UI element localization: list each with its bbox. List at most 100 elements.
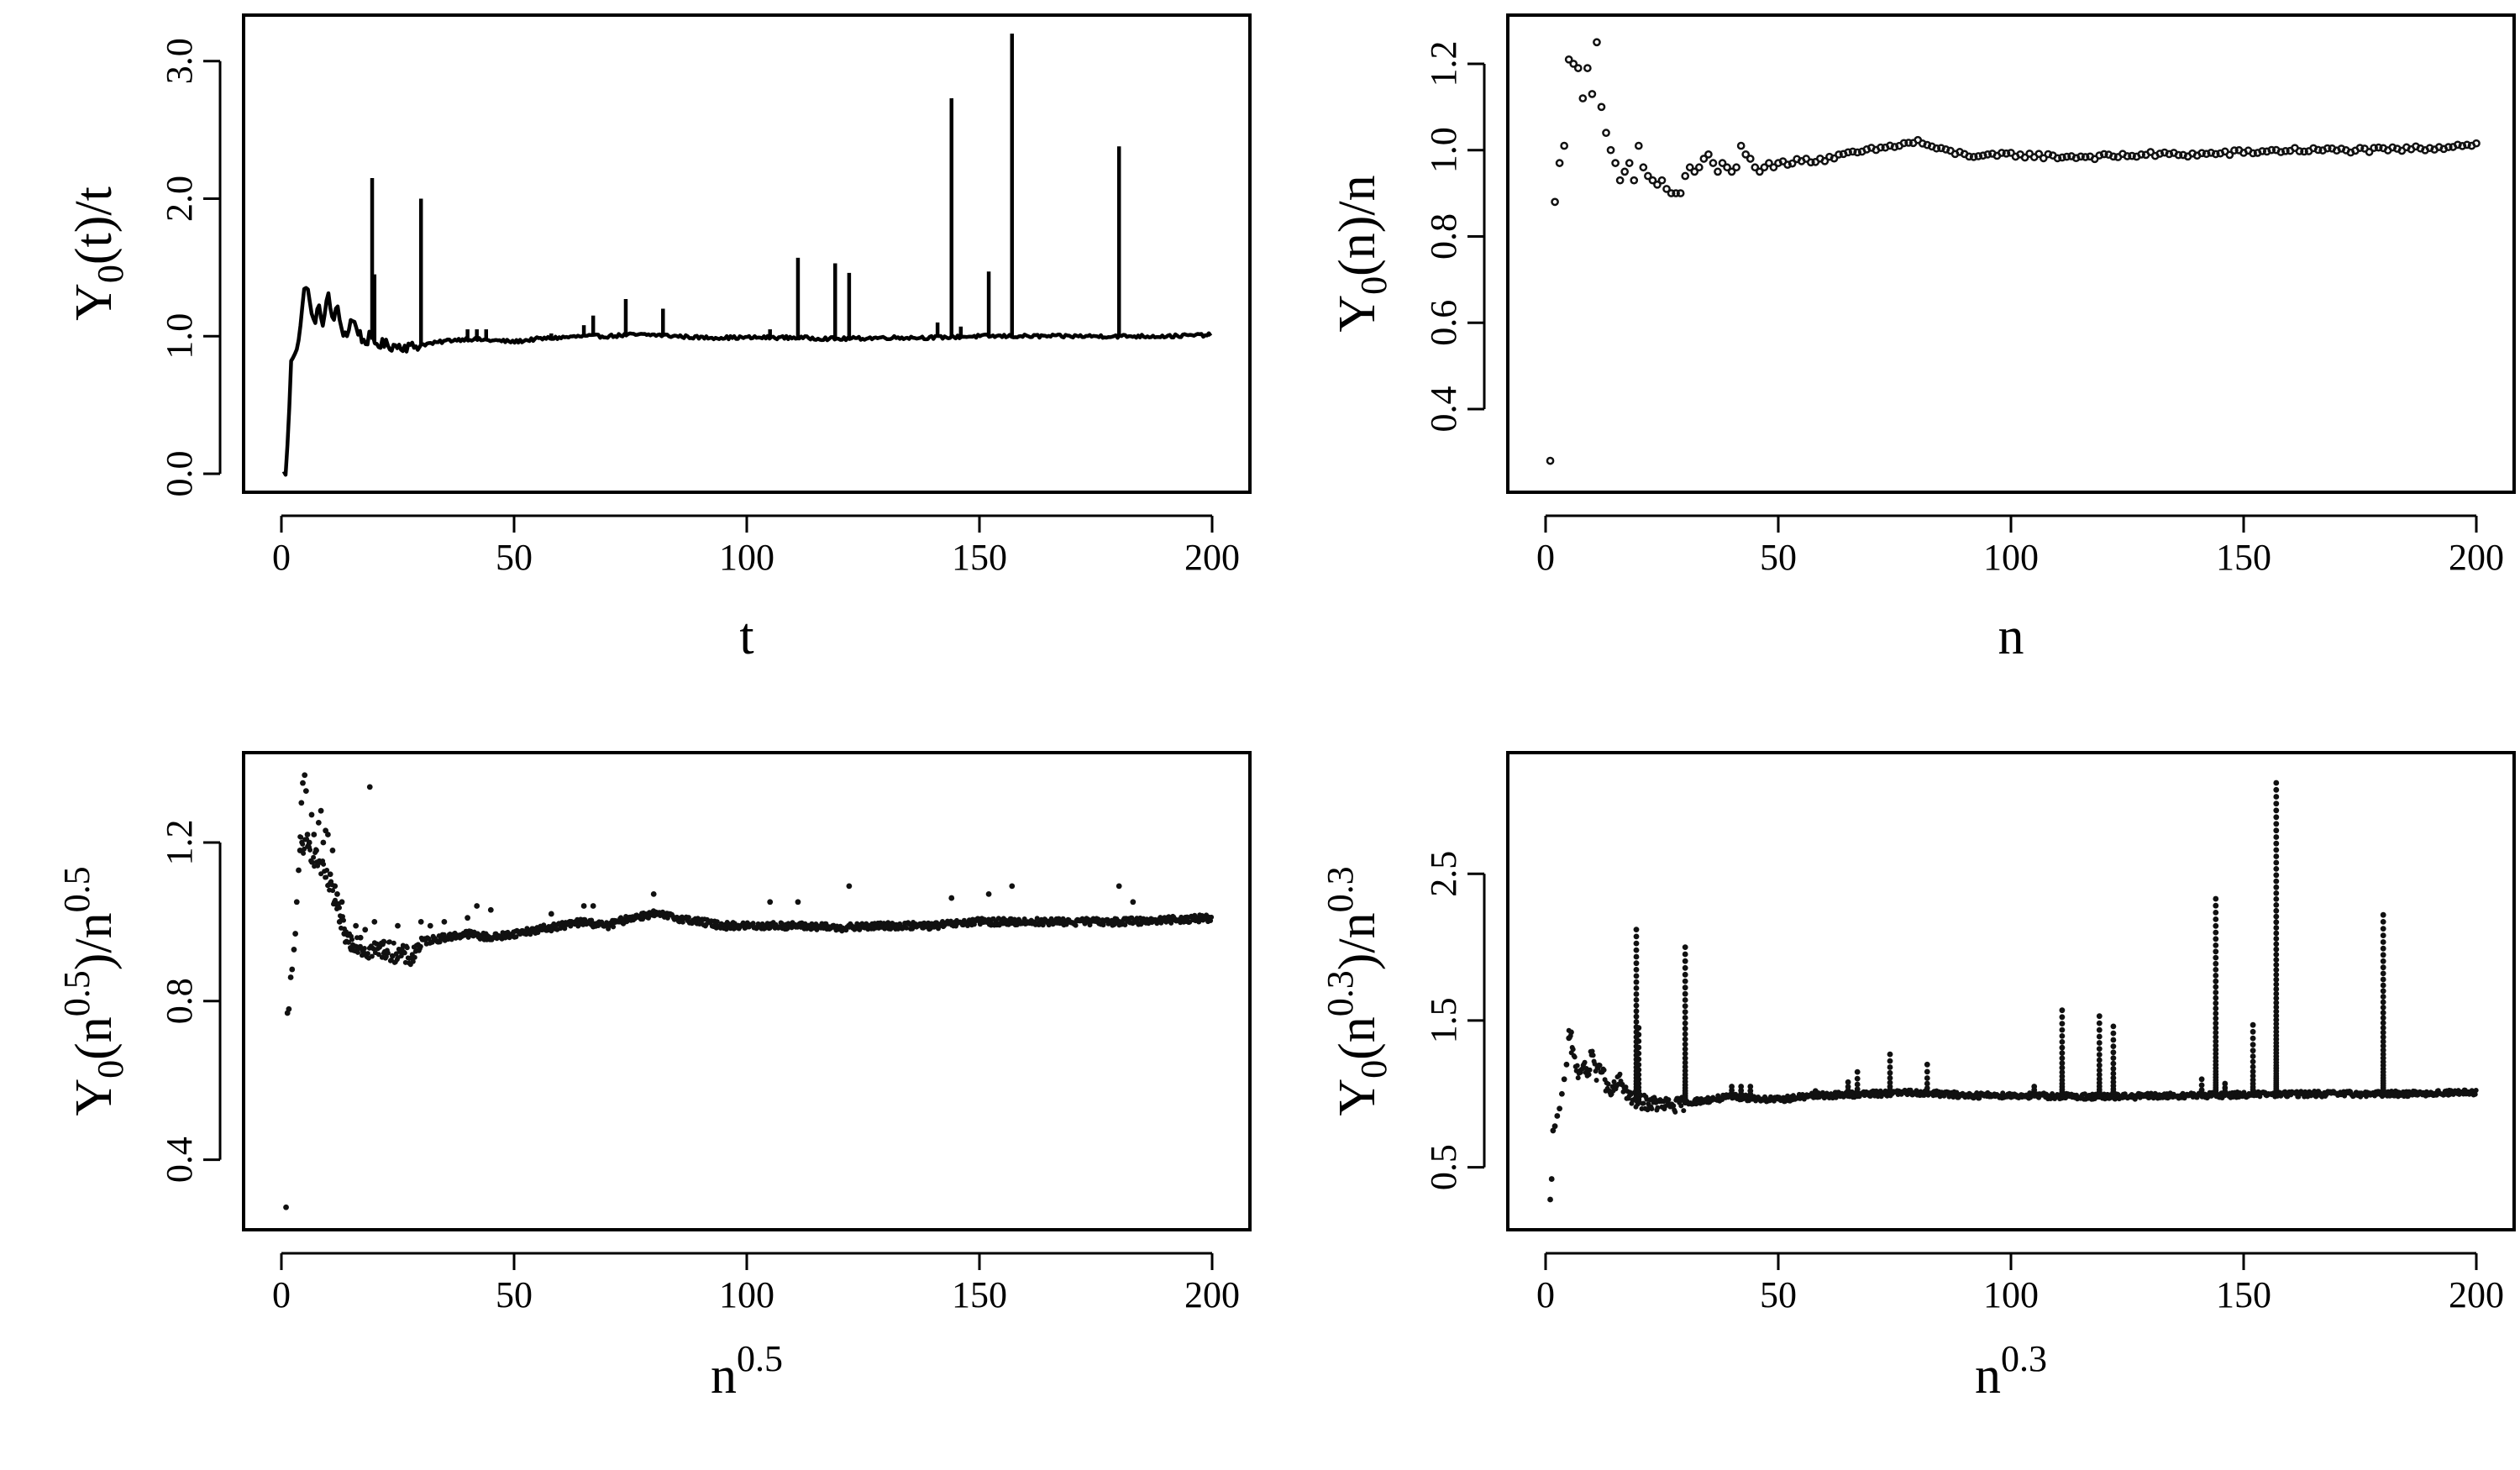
y-tick-label: 0.8 bbox=[1423, 213, 1464, 260]
data-point bbox=[354, 935, 360, 941]
x-tick-label: 50 bbox=[496, 1274, 533, 1315]
spike-point bbox=[1887, 1064, 1893, 1070]
data-point bbox=[2282, 1089, 2288, 1095]
spike-point bbox=[1682, 958, 1688, 964]
data-point bbox=[355, 949, 360, 955]
x-tick-label: 50 bbox=[1760, 1274, 1797, 1315]
spike-point bbox=[2380, 919, 2386, 925]
data-point bbox=[2472, 139, 2481, 148]
data-point bbox=[846, 883, 853, 890]
y-axis: 0.4 0.8 1.2 bbox=[159, 819, 222, 1183]
spike-point bbox=[1635, 1062, 1642, 1068]
data-point bbox=[1769, 163, 1778, 172]
data-point bbox=[1655, 1105, 1661, 1110]
spike-point bbox=[1633, 997, 1640, 1003]
panel-top-left: 0 50 100 150 200 0.0 1.0 2.0 3.0 t Y0(t)/t bbox=[66, 13, 1252, 665]
spike-point bbox=[1924, 1080, 1930, 1087]
spike-point bbox=[1635, 1038, 1642, 1044]
data-point bbox=[1630, 176, 1639, 185]
spike-point bbox=[1635, 1076, 1642, 1083]
data-point bbox=[1882, 1088, 1888, 1094]
data-point bbox=[1557, 1105, 1563, 1112]
data-point bbox=[361, 946, 367, 951]
data-point bbox=[1593, 1078, 1599, 1083]
spike-point bbox=[2273, 986, 2280, 992]
spike-point bbox=[2273, 1008, 2280, 1015]
spike-point bbox=[2213, 1005, 2219, 1011]
data-point bbox=[1649, 1106, 1655, 1111]
data-point bbox=[1685, 163, 1694, 172]
data-point bbox=[548, 911, 554, 917]
spike-point bbox=[1633, 973, 1640, 979]
data-point bbox=[321, 861, 327, 867]
data-point bbox=[313, 847, 319, 853]
data-point bbox=[289, 966, 296, 973]
data-point bbox=[2053, 154, 2062, 163]
spike-point bbox=[2273, 827, 2280, 834]
spike-point bbox=[2059, 1074, 2066, 1079]
data-point bbox=[365, 951, 370, 957]
spike-point bbox=[2110, 1023, 2117, 1030]
spike-point bbox=[2273, 976, 2280, 983]
y-tick-label: 0.4 bbox=[1423, 386, 1464, 432]
data-point bbox=[1932, 144, 1941, 153]
spike-point bbox=[2096, 1072, 2103, 1078]
x-tick-label: 100 bbox=[719, 1274, 774, 1315]
spike-point bbox=[1738, 1087, 1745, 1094]
data-point bbox=[1634, 141, 1643, 150]
spike-point bbox=[2198, 1082, 2205, 1089]
spike-point bbox=[2273, 936, 2280, 942]
spike-point bbox=[2273, 821, 2280, 827]
data-point bbox=[1653, 180, 1662, 189]
spike-point bbox=[2059, 1060, 2066, 1067]
data-point bbox=[1709, 159, 1718, 167]
data-point bbox=[2472, 1091, 2478, 1097]
spike-point bbox=[2380, 964, 2386, 971]
data-point bbox=[1676, 189, 1685, 197]
spike-point bbox=[1812, 1088, 1819, 1095]
data-point bbox=[948, 895, 955, 901]
data-point bbox=[910, 926, 916, 932]
spike-point bbox=[2110, 1030, 2117, 1037]
spike-point bbox=[2213, 1034, 2219, 1040]
data-point bbox=[1974, 152, 1983, 160]
spike-point bbox=[1682, 1041, 1688, 1047]
series-layer bbox=[281, 34, 1213, 477]
data-point bbox=[513, 934, 519, 940]
data-point bbox=[318, 807, 324, 814]
spike-point bbox=[1682, 1068, 1688, 1074]
data-point bbox=[298, 800, 305, 806]
data-point bbox=[323, 874, 329, 880]
spike-point bbox=[1682, 1051, 1688, 1057]
spike-point bbox=[1682, 1063, 1688, 1070]
spike-point bbox=[2213, 1029, 2219, 1036]
data-point bbox=[2020, 153, 2029, 162]
spike-point bbox=[2096, 1067, 2103, 1074]
spike-point bbox=[1887, 1058, 1893, 1064]
data-point bbox=[302, 788, 309, 795]
data-point bbox=[2300, 147, 2308, 156]
spike-point bbox=[2213, 910, 2219, 916]
data-point bbox=[427, 922, 433, 929]
data-point bbox=[307, 847, 313, 853]
data-point bbox=[1574, 1063, 1580, 1068]
spike-point bbox=[1682, 1046, 1688, 1053]
spike-point bbox=[2213, 960, 2219, 967]
spike-point bbox=[2273, 840, 2280, 847]
x-tick-label: 50 bbox=[496, 537, 533, 578]
data-point bbox=[1830, 154, 1839, 163]
data-point bbox=[1667, 189, 1676, 197]
data-point bbox=[1835, 150, 1843, 159]
spike-point bbox=[2110, 1037, 2117, 1043]
data-point bbox=[310, 859, 316, 865]
data-point bbox=[2323, 144, 2332, 153]
data-point bbox=[1009, 883, 1016, 890]
spike-point bbox=[2273, 990, 2280, 997]
spike-point bbox=[1887, 1079, 1893, 1086]
spike-point bbox=[2380, 1034, 2386, 1041]
series-layer bbox=[1547, 780, 2479, 1203]
data-point bbox=[441, 918, 448, 925]
data-point bbox=[1693, 1101, 1699, 1107]
spike-point bbox=[2380, 952, 2386, 958]
data-point bbox=[1564, 55, 1573, 64]
